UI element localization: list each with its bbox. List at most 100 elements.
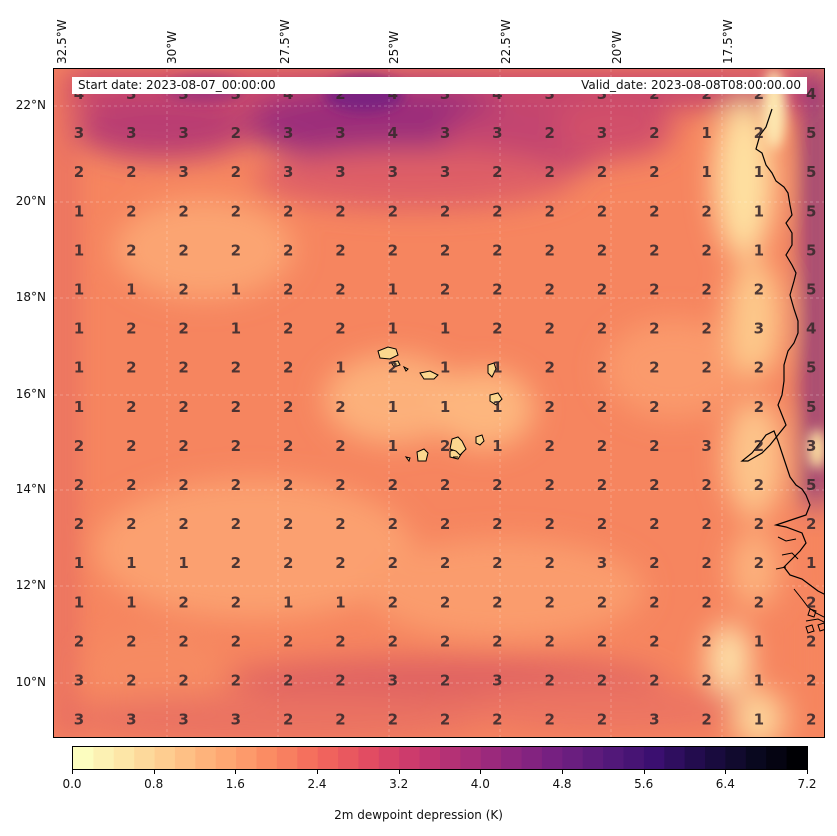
grid-value: 1 [806,554,816,572]
grid-value: 2 [701,398,711,416]
grid-value: 2 [440,672,450,690]
grid-value: 5 [806,202,816,220]
colorbar-tick-label: 2.4 [307,777,327,791]
grid-value: 1 [74,359,84,377]
grid-value: 2 [544,593,554,611]
grid-value: 3 [231,711,241,729]
grid-value: 2 [178,632,188,650]
grid-value: 2 [231,632,241,650]
field-patches [54,69,824,737]
value-grid: 4 3 3 3 4 2 4 3 4 3 3 2 2 2 4 3 3 3 2 3 3 4 3 3 2 3 2 1 2 5 2 2 3 2 3 3 3 3 2 2… [74,85,817,729]
valid-date-text: Valid_date: 2023-08-08T08:00:00.00 [581,78,801,92]
grid-value: 2 [335,515,345,533]
grid-value: 2 [283,320,293,338]
grid-value: 2 [701,85,711,103]
colorbar-swatch [276,747,298,769]
grid-value: 2 [701,320,711,338]
grid-value: 2 [754,515,764,533]
grid-value: 2 [335,281,345,299]
grid-value: 2 [74,163,84,181]
grid-value: 2 [597,437,607,455]
grid-value: 2 [754,85,764,103]
grid-value: 2 [544,359,554,377]
gridlines [54,69,824,737]
grid-value: 2 [388,202,398,220]
grid-value: 2 [283,554,293,572]
colorbar-tick [398,770,400,774]
lat-label: 14°N [15,482,46,496]
lat-label: 10°N [15,675,46,689]
grid-value: 2 [544,124,554,142]
colorbar-tick-label: 4.8 [552,777,572,791]
grid-value: 1 [126,554,136,572]
grid-value: 2 [126,672,136,690]
grid-value: 2 [544,554,554,572]
grid-value: 3 [126,85,136,103]
grid-value: 3 [440,163,450,181]
grid-value: 2 [178,241,188,259]
grid-value: 2 [178,398,188,416]
grid-value: 5 [806,398,816,416]
lat-label: 12°N [15,578,46,592]
grid-value: 3 [74,672,84,690]
grid-value: 2 [126,476,136,494]
grid-value: 2 [597,281,607,299]
grid-value: 1 [231,281,241,299]
colorbar-swatch [236,747,257,769]
grid-value: 2 [649,593,659,611]
grid-value: 2 [231,437,241,455]
colorbar-tick-label: 7.2 [797,777,817,791]
grid-value: 2 [178,202,188,220]
grid-value: 2 [388,359,398,377]
grid-value: 1 [335,593,345,611]
colorbar-swatch [174,747,196,769]
grid-value: 3 [701,437,711,455]
grid-value: 5 [806,241,816,259]
grid-value: 2 [388,554,398,572]
grid-value: 2 [283,202,293,220]
grid-value: 2 [649,437,659,455]
colorbar-swatch [705,747,726,769]
grid-value: 1 [492,437,502,455]
grid-value: 1 [74,202,84,220]
grid-value: 2 [754,593,764,611]
grid-value: 2 [440,281,450,299]
colorbar-tick-label: 1.6 [225,777,245,791]
grid-value: 2 [597,711,607,729]
colorbar-swatch [399,747,421,769]
grid-value: 1 [492,398,502,416]
grid-value: 4 [283,85,293,103]
colorbar-swatch [643,747,665,769]
grid-value: 3 [74,711,84,729]
grid-value: 2 [178,320,188,338]
grid-value: 2 [283,281,293,299]
grid-value: 2 [544,202,554,220]
grid-value: 3 [178,124,188,142]
colorbar-swatch [134,747,156,769]
grid-value: 2 [283,632,293,650]
grid-value: 1 [754,241,764,259]
grid-value: 1 [701,163,711,181]
colorbar-swatch [786,747,808,769]
grid-value: 2 [440,711,450,729]
colorbar-swatch [603,747,624,769]
grid-value: 2 [231,515,241,533]
grid-value: 2 [806,632,816,650]
grid-value: 2 [544,398,554,416]
grid-value: 2 [388,593,398,611]
grid-value: 5 [806,476,816,494]
lat-label: 20°N [15,194,46,208]
grid-value: 2 [440,554,450,572]
grid-value: 2 [74,476,84,494]
lat-label: 16°N [15,387,46,401]
grid-value: 1 [701,124,711,142]
colorbar-swatch [582,747,604,769]
grid-value: 3 [74,124,84,142]
colorbar-swatch [766,747,788,769]
colorbar-tick-label: 0.8 [144,777,164,791]
grid-value: 2 [231,124,241,142]
colorbar-swatch [480,747,502,769]
grid-value: 2 [231,163,241,181]
grid-value: 2 [492,711,502,729]
colorbar-swatch [541,747,563,769]
